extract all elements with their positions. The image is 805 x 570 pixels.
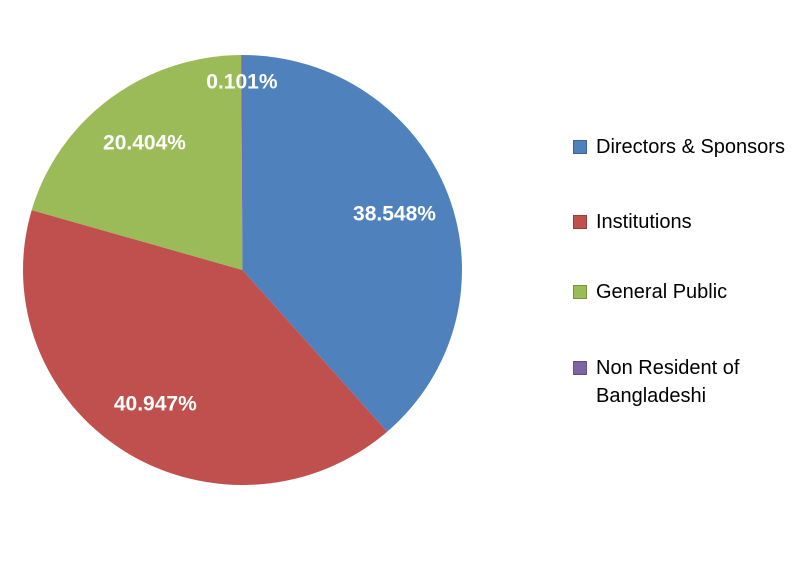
pie-slice-label: 20.404% <box>103 132 186 155</box>
pie-slice-labels: 38.548% 40.947% 20.404% 0.101% <box>103 70 436 415</box>
pie-slice-2 <box>23 210 388 485</box>
pie-slice-4 <box>241 54 243 271</box>
legend-swatch-icon <box>573 140 587 154</box>
legend-item: Non Resident of Bangladeshi <box>573 354 805 410</box>
legend-label: Non Resident of Bangladeshi <box>596 357 740 407</box>
pie-slice-label: 40.947% <box>114 393 197 416</box>
legend-label: Directors & Sponsors <box>596 136 785 158</box>
legend-item: Directors & Sponsors <box>573 133 785 161</box>
legend-label: Institutions <box>596 211 692 233</box>
legend-swatch-icon <box>573 215 587 229</box>
legend-item: Institutions <box>573 208 692 236</box>
legend-swatch-icon <box>573 285 587 299</box>
pie-slices <box>23 54 462 485</box>
legend-swatch-icon <box>573 361 587 375</box>
legend-label: General Public <box>596 281 728 303</box>
pie-slice-label: 38.548% <box>353 203 436 226</box>
legend-item: General Public <box>573 278 727 306</box>
pie-slice-label: 0.101% <box>206 70 278 93</box>
pie-slice-3 <box>31 55 243 270</box>
pie-slice-1 <box>242 55 462 432</box>
